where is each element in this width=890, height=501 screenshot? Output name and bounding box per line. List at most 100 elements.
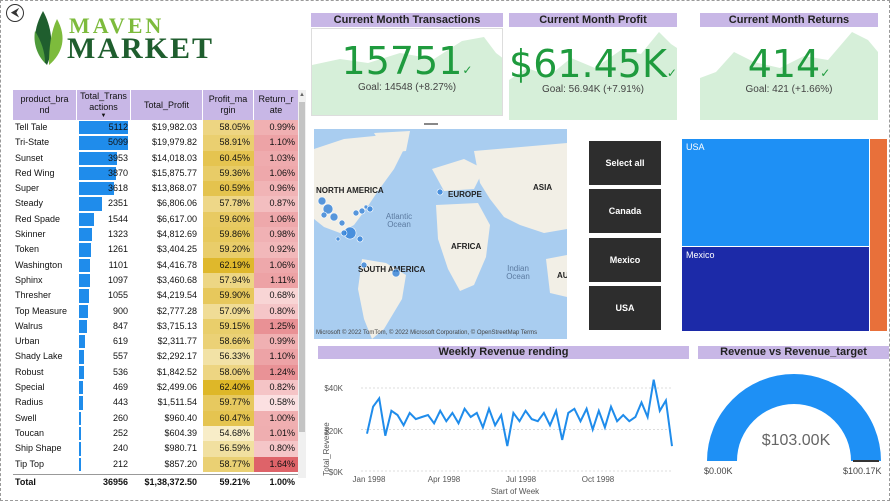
- table-row[interactable]: Ship Shape 240 $980.71 56.59% 0.80%: [13, 441, 299, 457]
- table-row[interactable]: Token 1261 $3,404.25 59.20% 0.92%: [13, 242, 299, 258]
- kpi-transactions-sparkline: [312, 37, 502, 115]
- gauge-min: $0.00K: [704, 466, 733, 476]
- table-row[interactable]: Steady 2351 $6,806.06 57.78% 0.87%: [13, 196, 299, 212]
- cell-return-rate: 1.06%: [254, 165, 299, 182]
- table-row[interactable]: Special 469 $2,499.06 62.40% 0.82%: [13, 380, 299, 396]
- slicer-mexico[interactable]: Mexico: [589, 238, 661, 282]
- transactions-data-bar: [79, 182, 114, 196]
- table-row[interactable]: Skinner 1323 $4,812.69 59.86% 0.98%: [13, 227, 299, 243]
- total-label: Total: [15, 477, 36, 487]
- y-tick-label: $20K: [324, 427, 343, 436]
- store-map[interactable]: NORTH AMERICA EUROPE ASIA AFRICA SOUTH A…: [314, 129, 567, 339]
- map-bubble[interactable]: [317, 196, 327, 206]
- col-header-margin[interactable]: Profit_ma rgin: [203, 90, 254, 120]
- transactions-value: 5112: [108, 122, 128, 132]
- col-header-brand[interactable]: product_bra nd: [13, 90, 77, 120]
- table-row[interactable]: Thresher 1055 $4,219.54 59.90% 0.68%: [13, 288, 299, 304]
- table-row[interactable]: Tell Tale 5112 $19,982.03 58.05% 0.99%: [13, 120, 299, 136]
- treemap-mexico[interactable]: Mexico: [682, 247, 869, 331]
- cell-brand: Super: [15, 183, 40, 194]
- transactions-value: 2351: [107, 198, 128, 209]
- col-header-profit[interactable]: Total_Profit: [131, 90, 203, 120]
- slicer-canada[interactable]: Canada: [589, 189, 661, 233]
- cell-profit: $2,499.06: [156, 382, 197, 393]
- logo-word-market: MARKET: [67, 32, 214, 65]
- table-row[interactable]: Sphinx 1097 $3,460.68 57.94% 1.11%: [13, 272, 299, 289]
- treemap-usa[interactable]: USA: [682, 139, 869, 246]
- table-row[interactable]: Radius 443 $1,511.54 59.77% 0.58%: [13, 395, 299, 411]
- cell-profit: $4,812.69: [156, 229, 197, 240]
- cell-transactions: 619: [77, 334, 131, 349]
- scrollbar-thumb[interactable]: [299, 102, 305, 432]
- cell-profit: $604.39: [164, 427, 197, 438]
- table-row[interactable]: Red Spade 1544 $6,617.00 59.60% 1.06%: [13, 211, 299, 228]
- map-bubble[interactable]: [329, 212, 339, 222]
- transactions-value: 1097: [107, 274, 128, 285]
- cell-return-rate: 1.10%: [254, 135, 299, 151]
- map-bubble[interactable]: [358, 207, 366, 215]
- table-header: product_bra nd Total_Trans actions ▼ Tot…: [13, 90, 299, 120]
- table-row[interactable]: Tri-State 5099 $19,979.82 58.91% 1.10%: [13, 135, 299, 151]
- map-bubble[interactable]: [335, 236, 341, 242]
- table-row[interactable]: Shady Lake 557 $2,292.17 56.33% 1.10%: [13, 349, 299, 365]
- cell-return-rate: 1.25%: [254, 318, 299, 335]
- weekly-revenue-chart[interactable]: Total_Revenue $40K $20K $0K Jan 1998 Apr…: [317, 361, 689, 501]
- col-header-return[interactable]: Return_r ate: [254, 90, 299, 120]
- weekly-revenue-title: Weekly Revenue rending: [318, 346, 689, 359]
- transactions-data-bar: [79, 411, 82, 425]
- transactions-value: 1101: [108, 259, 128, 270]
- transactions-data-bar: [79, 121, 128, 135]
- cell-profit: $3,460.68: [156, 274, 197, 285]
- revenue-gauge[interactable]: [699, 363, 889, 473]
- transactions-value: 557: [112, 351, 128, 362]
- transactions-value: 252: [112, 427, 128, 438]
- transactions-data-bar: [79, 212, 94, 227]
- table-row[interactable]: Super 3618 $13,868.07 60.59% 0.96%: [13, 181, 299, 197]
- scroll-up-icon[interactable]: ▲: [299, 92, 305, 98]
- map-bubble[interactable]: [352, 209, 360, 217]
- cell-profit: $1,511.54: [157, 397, 197, 408]
- map-bubble[interactable]: [366, 205, 374, 213]
- table-row[interactable]: Urban 619 $2,311.77 58.66% 0.99%: [13, 334, 299, 350]
- table-row[interactable]: Top Measure 900 $2,777.28 57.09% 0.80%: [13, 303, 299, 319]
- cell-return-rate: 1.06%: [254, 257, 299, 273]
- map-bubble[interactable]: [391, 268, 401, 278]
- total-profit: $1,38,372.50: [144, 477, 197, 487]
- map-bubbles: [317, 188, 444, 278]
- transactions-value: 1055: [107, 290, 128, 301]
- table-row[interactable]: Red Wing 3870 $15,875.77 59.36% 1.06%: [13, 165, 299, 182]
- table-row[interactable]: Robust 536 $1,842.52 58.06% 1.24%: [13, 364, 299, 381]
- table-row[interactable]: Swell 260 $960.40 60.47% 1.00%: [13, 410, 299, 426]
- cell-transactions: 5112: [77, 120, 131, 135]
- cell-transactions: 3870: [77, 166, 131, 181]
- transactions-data-bar: [79, 197, 102, 211]
- cell-transactions: 3618: [77, 181, 131, 196]
- cell-margin: 60.59%: [203, 181, 254, 197]
- map-bubble[interactable]: [338, 219, 346, 227]
- col-header-transactions[interactable]: Total_Trans actions ▼: [77, 90, 131, 120]
- back-arrow-icon[interactable]: ⮜: [6, 4, 24, 22]
- map-bubble[interactable]: [340, 229, 348, 237]
- cell-return-rate: 0.82%: [254, 380, 299, 396]
- map-drag-handle[interactable]: [424, 123, 438, 125]
- y-tick-label: $40K: [324, 384, 343, 393]
- map-bubble[interactable]: [360, 261, 368, 269]
- table-row[interactable]: Walrus 847 $3,715.13 59.15% 1.25%: [13, 318, 299, 335]
- cell-brand: Sphinx: [15, 274, 43, 285]
- map-bubble[interactable]: [436, 188, 444, 196]
- table-row[interactable]: Tip Top 212 $857.20 58.77% 1.64%: [13, 456, 299, 472]
- map-bubble[interactable]: [322, 203, 334, 215]
- kpi-transactions-value: 15751✓: [312, 39, 502, 83]
- table-scrollbar[interactable]: ▲: [298, 90, 306, 478]
- cell-margin: 60.47%: [203, 410, 254, 426]
- map-bubble[interactable]: [356, 235, 364, 243]
- map-bubble[interactable]: [320, 211, 328, 219]
- slicer-select-all[interactable]: Select all: [589, 141, 661, 185]
- table-row[interactable]: Washington 1101 $4,416.78 62.19% 1.06%: [13, 257, 299, 273]
- slicer-usa[interactable]: USA: [589, 286, 661, 330]
- table-row[interactable]: Toucan 252 $604.39 54.68% 1.01%: [13, 425, 299, 442]
- transactions-data-bar: [79, 335, 85, 349]
- treemap-canada[interactable]: [870, 139, 887, 331]
- revenue-series-line[interactable]: [366, 379, 673, 447]
- table-row[interactable]: Sunset 3953 $14,018.03 60.45% 1.03%: [13, 150, 299, 166]
